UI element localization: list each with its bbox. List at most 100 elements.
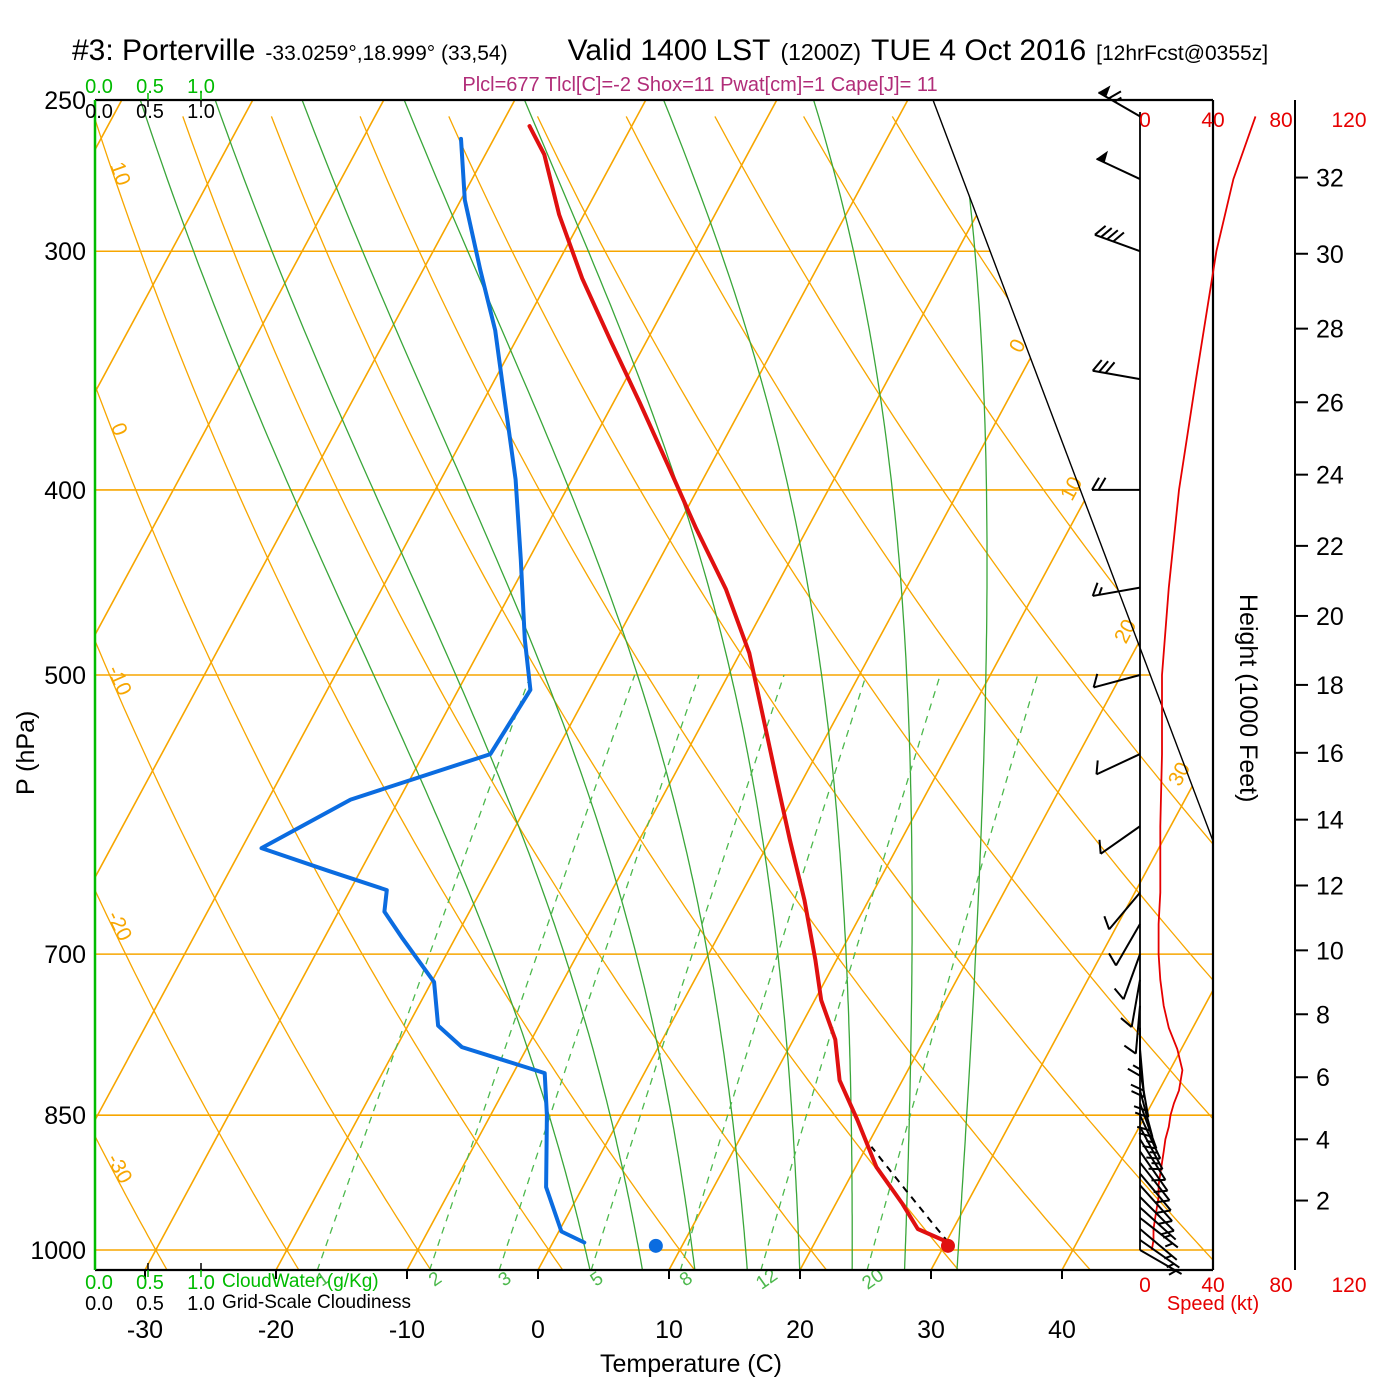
cloudwater-tick-label-top: 0.0	[85, 76, 113, 98]
dry-adiabat-line	[448, 116, 1213, 1270]
dry-adiabat-label: -20	[102, 907, 136, 944]
wind-barb	[1139, 1217, 1179, 1249]
wind-barb	[1139, 1249, 1183, 1276]
wind-column	[1091, 85, 1257, 1276]
wind-barb	[1091, 582, 1141, 597]
moist-adiabat-line	[812, 100, 913, 1270]
moist-adiabat-line	[523, 100, 801, 1270]
isotherm-line	[95, 100, 385, 1270]
dry-adiabat-line	[714, 116, 1213, 1270]
isotherm-line	[668, 100, 1213, 1270]
wind-barb	[1091, 477, 1140, 491]
moist-adiabat-line	[956, 100, 988, 1270]
moist-adiabat-line	[139, 100, 591, 1270]
cloudiness-tick-label-top: 0.5	[136, 101, 164, 123]
mixing-ratio-label: 8	[676, 1268, 697, 1291]
wind-barb	[1139, 1206, 1177, 1241]
wind-barb	[1136, 1090, 1154, 1138]
wind-barb	[1123, 1005, 1141, 1055]
height-tick-label: 14	[1316, 807, 1344, 835]
height-tick-label: 26	[1316, 389, 1344, 417]
temperature-tick-label: -30	[127, 1316, 163, 1344]
temperature-axis-title: Temperature (C)	[600, 1350, 782, 1378]
valid-zulu: (1200Z)	[780, 39, 862, 65]
speed-tick-label-bottom: 0	[1139, 1274, 1151, 1297]
wind-barb	[1098, 825, 1141, 855]
stability-indices: Plcl=677 Tlcl[C]=-2 Shox=11 Pwat[cm]=1 C…	[462, 74, 938, 96]
wind-barb	[1127, 1027, 1141, 1077]
pressure-tick-label: 250	[44, 87, 86, 115]
isotherm-label: 20	[1110, 616, 1141, 647]
height-tick-label: 22	[1316, 533, 1344, 561]
isotherm-line	[1061, 100, 1213, 1270]
pressure-tick-label: 1000	[30, 1237, 86, 1265]
wind-barb	[1092, 673, 1141, 689]
speed-tick-label-top: 0	[1139, 109, 1151, 132]
plot-frame	[93, 93, 1215, 1279]
height-tick-label: 20	[1316, 603, 1344, 631]
speed-tick-label-bottom: 80	[1269, 1274, 1292, 1297]
isotherm-line	[537, 100, 1171, 1270]
dry-adiabat-line	[95, 116, 696, 1270]
parcel-curve	[870, 1146, 950, 1244]
wind-area-boundary	[932, 99, 1214, 842]
dry-adiabat-line	[95, 116, 432, 1270]
cloudwater-tick-label-top: 1.0	[187, 76, 215, 98]
isotherm-label: 10	[1056, 473, 1087, 504]
wind-barb	[1139, 1228, 1178, 1261]
cloudwater-tick-label-bottom: 0.5	[136, 1272, 164, 1294]
wind-barb	[1130, 1049, 1146, 1098]
isotherm-line	[144, 100, 778, 1270]
dry-adiabat-line	[95, 116, 300, 1270]
wind-barb	[1108, 923, 1141, 967]
wind-barb	[1091, 359, 1141, 381]
wind-barb	[1097, 85, 1141, 118]
temperature-tick-label: 10	[655, 1316, 683, 1344]
wind-barb	[1139, 1239, 1180, 1269]
mixing-ratio-line	[498, 674, 700, 1270]
height-tick-label: 24	[1316, 462, 1344, 490]
valid-time: Valid 1400 LST	[567, 34, 771, 67]
station-coords: -33.0259°,18.999° (33,54)	[265, 42, 508, 65]
height-tick-label: 32	[1316, 165, 1344, 193]
cloudwater-tick-label-bottom: 0.0	[85, 1272, 113, 1294]
cloudwater-tick-label-bottom: 1.0	[187, 1272, 215, 1294]
station-title: #3: Porterville	[72, 34, 256, 67]
wind-barb	[1139, 1103, 1158, 1150]
dry-adiabat-line	[270, 116, 960, 1270]
mixing-ratio-line	[590, 674, 785, 1270]
temperature-tick-label: 20	[786, 1316, 814, 1344]
temperature-tick-label: 40	[1048, 1316, 1076, 1344]
cloudwater-axis-title: CloudWater (g/Kg)	[222, 1271, 379, 1292]
speed-tick-label-top: 40	[1201, 109, 1224, 132]
temperature-tick-label: -20	[258, 1316, 294, 1344]
moist-adiabat-line	[214, 100, 644, 1270]
speed-tick-label-bottom: 120	[1331, 1274, 1366, 1297]
pressure-axis-title: P (hPa)	[12, 710, 40, 795]
height-tick-label: 8	[1316, 1001, 1330, 1029]
height-tick-label: 18	[1316, 672, 1344, 700]
wind-barb	[1094, 225, 1141, 253]
mixing-ratio-label: 3	[495, 1268, 516, 1291]
mixing-ratio-line	[679, 674, 867, 1270]
wind-barb	[1139, 1196, 1175, 1236]
mixing-ratio-line	[866, 674, 1039, 1270]
wind-barb	[1103, 892, 1141, 931]
isotherm-line	[930, 100, 1213, 1270]
dry-adiabat-line	[625, 116, 1213, 1270]
speed-tick-label-top: 80	[1269, 109, 1292, 132]
pressure-tick-label: 500	[44, 662, 86, 690]
cloudiness-tick-label-bottom: 0.5	[136, 1293, 164, 1315]
speed-tick-label-top: 120	[1331, 109, 1366, 132]
pressure-tick-label: 300	[44, 238, 86, 266]
isotherm-line	[275, 100, 909, 1270]
temperature-tick-label: 30	[917, 1316, 945, 1344]
cloudiness-tick-label-bottom: 0.0	[85, 1293, 113, 1315]
cloudiness-tick-label-top: 0.0	[85, 101, 113, 123]
mixing-ratio-label: 5	[587, 1268, 608, 1291]
dry-adiabat-line	[95, 116, 564, 1270]
forecast-tag: [12hrFcst@0355z]	[1096, 42, 1269, 65]
wind-barb	[1096, 150, 1141, 180]
mixing-ratio-line	[760, 674, 941, 1270]
